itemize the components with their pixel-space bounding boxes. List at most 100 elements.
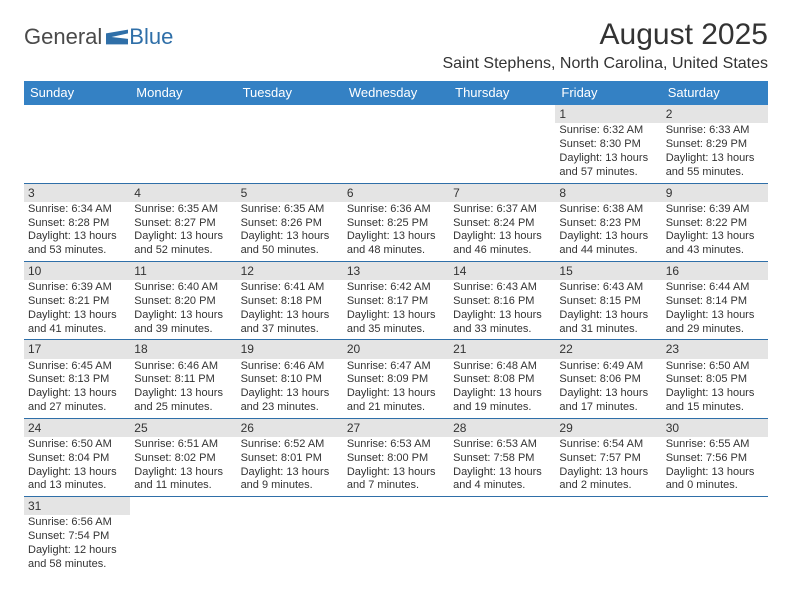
daylight-text: Daylight: 13 hours and 25 minutes.: [134, 387, 232, 415]
day-details: Sunrise: 6:53 AMSunset: 8:00 PMDaylight:…: [343, 437, 449, 496]
day-number: 13: [343, 262, 449, 280]
sunset-text: Sunset: 8:24 PM: [453, 217, 551, 231]
day-number: 7: [449, 184, 555, 202]
sunrise-text: Sunrise: 6:46 AM: [241, 360, 339, 374]
calendar-cell: 18Sunrise: 6:46 AMSunset: 8:11 PMDayligh…: [130, 340, 236, 418]
sunrise-text: Sunrise: 6:50 AM: [666, 360, 764, 374]
day-details: Sunrise: 6:43 AMSunset: 8:16 PMDaylight:…: [449, 280, 555, 339]
day-details: Sunrise: 6:48 AMSunset: 8:08 PMDaylight:…: [449, 359, 555, 418]
daylight-text: Daylight: 13 hours and 2 minutes.: [559, 466, 657, 494]
day-number: 26: [237, 419, 343, 437]
calendar-cell: 11Sunrise: 6:40 AMSunset: 8:20 PMDayligh…: [130, 261, 236, 339]
title-block: August 2025 Saint Stephens, North Caroli…: [442, 18, 768, 79]
sunset-text: Sunset: 8:29 PM: [666, 138, 764, 152]
day-number: 5: [237, 184, 343, 202]
calendar-body: 1Sunrise: 6:32 AMSunset: 8:30 PMDaylight…: [24, 105, 768, 575]
calendar-cell: 2Sunrise: 6:33 AMSunset: 8:29 PMDaylight…: [662, 105, 768, 183]
calendar-cell: 14Sunrise: 6:43 AMSunset: 8:16 PMDayligh…: [449, 261, 555, 339]
calendar-cell: 3Sunrise: 6:34 AMSunset: 8:28 PMDaylight…: [24, 183, 130, 261]
sunset-text: Sunset: 8:18 PM: [241, 295, 339, 309]
calendar-cell: 24Sunrise: 6:50 AMSunset: 8:04 PMDayligh…: [24, 418, 130, 496]
day-number: 27: [343, 419, 449, 437]
daylight-text: Daylight: 13 hours and 29 minutes.: [666, 309, 764, 337]
sunset-text: Sunset: 8:21 PM: [28, 295, 126, 309]
sunset-text: Sunset: 8:17 PM: [347, 295, 445, 309]
day-number: [24, 105, 130, 109]
daylight-text: Daylight: 13 hours and 9 minutes.: [241, 466, 339, 494]
day-details: Sunrise: 6:43 AMSunset: 8:15 PMDaylight:…: [555, 280, 661, 339]
day-header: Monday: [130, 81, 236, 105]
sunrise-text: Sunrise: 6:33 AM: [666, 124, 764, 138]
brand-logo: General Blue: [24, 18, 173, 50]
sunrise-text: Sunrise: 6:36 AM: [347, 203, 445, 217]
day-details: Sunrise: 6:35 AMSunset: 8:27 PMDaylight:…: [130, 202, 236, 261]
daylight-text: Daylight: 13 hours and 43 minutes.: [666, 230, 764, 258]
day-details: Sunrise: 6:40 AMSunset: 8:20 PMDaylight:…: [130, 280, 236, 339]
daylight-text: Daylight: 13 hours and 0 minutes.: [666, 466, 764, 494]
sunrise-text: Sunrise: 6:43 AM: [559, 281, 657, 295]
sunset-text: Sunset: 8:25 PM: [347, 217, 445, 231]
sunset-text: Sunset: 7:54 PM: [28, 530, 126, 544]
sunrise-text: Sunrise: 6:43 AM: [453, 281, 551, 295]
sunrise-text: Sunrise: 6:44 AM: [666, 281, 764, 295]
sunrise-text: Sunrise: 6:45 AM: [28, 360, 126, 374]
day-number: 19: [237, 340, 343, 358]
sunset-text: Sunset: 8:15 PM: [559, 295, 657, 309]
day-number: 15: [555, 262, 661, 280]
day-number: [449, 105, 555, 109]
calendar-cell: [130, 497, 236, 575]
sunset-text: Sunset: 7:57 PM: [559, 452, 657, 466]
daylight-text: Daylight: 13 hours and 19 minutes.: [453, 387, 551, 415]
calendar-row: 1Sunrise: 6:32 AMSunset: 8:30 PMDaylight…: [24, 105, 768, 183]
calendar-cell: 8Sunrise: 6:38 AMSunset: 8:23 PMDaylight…: [555, 183, 661, 261]
page-root: General Blue August 2025 Saint Stephens,…: [0, 0, 792, 575]
calendar-cell: 22Sunrise: 6:49 AMSunset: 8:06 PMDayligh…: [555, 340, 661, 418]
sunset-text: Sunset: 7:56 PM: [666, 452, 764, 466]
sunrise-text: Sunrise: 6:47 AM: [347, 360, 445, 374]
day-details: Sunrise: 6:34 AMSunset: 8:28 PMDaylight:…: [24, 202, 130, 261]
day-number: 28: [449, 419, 555, 437]
sunset-text: Sunset: 8:28 PM: [28, 217, 126, 231]
day-number: [130, 105, 236, 109]
sunset-text: Sunset: 8:20 PM: [134, 295, 232, 309]
sunrise-text: Sunrise: 6:34 AM: [28, 203, 126, 217]
sunset-text: Sunset: 8:04 PM: [28, 452, 126, 466]
calendar-cell: 17Sunrise: 6:45 AMSunset: 8:13 PMDayligh…: [24, 340, 130, 418]
day-details: Sunrise: 6:50 AMSunset: 8:05 PMDaylight:…: [662, 359, 768, 418]
flag-icon: [106, 29, 128, 45]
day-number: 25: [130, 419, 236, 437]
day-details: Sunrise: 6:41 AMSunset: 8:18 PMDaylight:…: [237, 280, 343, 339]
calendar-cell: 12Sunrise: 6:41 AMSunset: 8:18 PMDayligh…: [237, 261, 343, 339]
day-number: 12: [237, 262, 343, 280]
sunset-text: Sunset: 8:22 PM: [666, 217, 764, 231]
sunrise-text: Sunrise: 6:50 AM: [28, 438, 126, 452]
day-number: [237, 105, 343, 109]
day-number: [343, 105, 449, 109]
day-number: [555, 497, 661, 501]
day-number: 17: [24, 340, 130, 358]
sunset-text: Sunset: 8:00 PM: [347, 452, 445, 466]
sunset-text: Sunset: 8:05 PM: [666, 373, 764, 387]
sunrise-text: Sunrise: 6:39 AM: [666, 203, 764, 217]
calendar-cell: 19Sunrise: 6:46 AMSunset: 8:10 PMDayligh…: [237, 340, 343, 418]
sunrise-text: Sunrise: 6:52 AM: [241, 438, 339, 452]
daylight-text: Daylight: 13 hours and 55 minutes.: [666, 152, 764, 180]
sunrise-text: Sunrise: 6:41 AM: [241, 281, 339, 295]
calendar-cell: 29Sunrise: 6:54 AMSunset: 7:57 PMDayligh…: [555, 418, 661, 496]
calendar-cell: 6Sunrise: 6:36 AMSunset: 8:25 PMDaylight…: [343, 183, 449, 261]
day-number: 2: [662, 105, 768, 123]
day-number: 24: [24, 419, 130, 437]
calendar-cell: [449, 497, 555, 575]
daylight-text: Daylight: 13 hours and 27 minutes.: [28, 387, 126, 415]
sunrise-text: Sunrise: 6:39 AM: [28, 281, 126, 295]
calendar-cell: 30Sunrise: 6:55 AMSunset: 7:56 PMDayligh…: [662, 418, 768, 496]
calendar-cell: 23Sunrise: 6:50 AMSunset: 8:05 PMDayligh…: [662, 340, 768, 418]
calendar-cell: [343, 105, 449, 183]
sunrise-text: Sunrise: 6:35 AM: [241, 203, 339, 217]
day-details: Sunrise: 6:49 AMSunset: 8:06 PMDaylight:…: [555, 359, 661, 418]
calendar-cell: [343, 497, 449, 575]
calendar-cell: 13Sunrise: 6:42 AMSunset: 8:17 PMDayligh…: [343, 261, 449, 339]
daylight-text: Daylight: 13 hours and 33 minutes.: [453, 309, 551, 337]
daylight-text: Daylight: 13 hours and 7 minutes.: [347, 466, 445, 494]
sunrise-text: Sunrise: 6:49 AM: [559, 360, 657, 374]
